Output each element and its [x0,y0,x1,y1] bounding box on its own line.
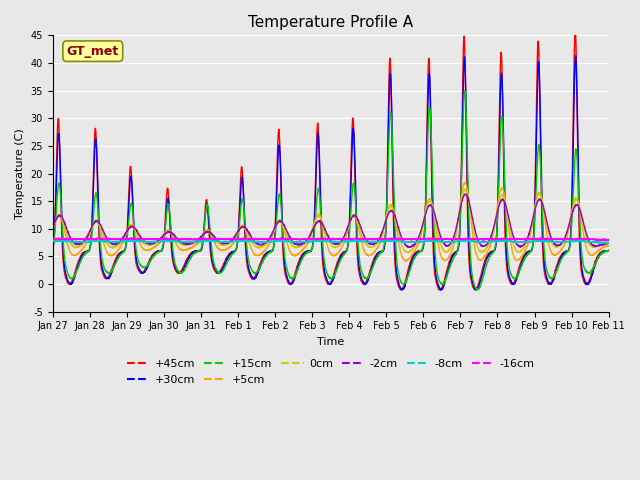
+15cm [534,145,542,151]
-8cm [600,240,607,246]
+30cm [572,53,579,59]
0cm [534,192,542,198]
0cm [605,240,612,246]
+5cm [605,243,612,249]
Line: -16cm: -16cm [52,238,609,240]
-16cm [145,237,153,242]
+5cm [594,248,602,254]
+5cm [461,180,469,185]
+15cm [49,245,56,251]
+30cm [534,65,542,71]
-2cm [594,242,602,248]
+45cm [534,38,542,44]
+15cm [262,254,270,260]
Line: +45cm: +45cm [52,30,609,290]
0cm [49,227,56,232]
+45cm [262,250,270,256]
+5cm [286,249,294,254]
+30cm [113,258,120,264]
+5cm [49,228,56,234]
0cm [461,187,469,192]
+45cm [397,287,405,293]
Line: +30cm: +30cm [52,56,609,290]
+15cm [286,274,294,280]
-16cm [262,236,270,242]
+45cm [605,248,612,254]
-2cm [49,225,56,230]
-8cm [262,239,270,245]
-8cm [145,240,153,245]
+45cm [49,245,56,251]
-2cm [262,240,270,245]
-16cm [605,238,612,243]
-2cm [605,240,612,246]
Line: 0cm: 0cm [52,190,609,252]
+30cm [436,287,444,293]
Y-axis label: Temperature (C): Temperature (C) [15,128,25,219]
+15cm [145,260,153,265]
+15cm [605,248,612,254]
-8cm [91,237,99,243]
+5cm [145,247,153,253]
-16cm [113,236,120,242]
+30cm [286,280,294,286]
Title: Temperature Profile A: Temperature Profile A [248,15,413,30]
+45cm [594,252,602,258]
+30cm [605,248,612,253]
+5cm [113,249,120,255]
0cm [594,243,602,249]
Line: -2cm: -2cm [52,194,609,247]
-2cm [145,240,153,246]
+30cm [594,255,602,261]
+5cm [403,258,410,264]
-16cm [49,236,56,242]
-2cm [113,241,120,247]
+15cm [113,260,120,265]
0cm [286,240,294,245]
-8cm [534,239,542,244]
+15cm [461,88,468,94]
Line: +15cm: +15cm [52,91,609,289]
0cm [145,242,153,248]
-16cm [286,236,294,242]
+45cm [113,255,120,261]
-2cm [406,244,414,250]
-2cm [462,192,470,197]
+45cm [572,27,579,33]
-8cm [49,239,56,244]
-8cm [594,240,602,245]
+5cm [534,191,542,196]
Line: -8cm: -8cm [52,240,609,243]
+45cm [145,258,153,264]
-2cm [286,236,294,241]
Text: GT_met: GT_met [67,45,119,58]
+30cm [262,252,270,257]
-8cm [113,240,120,245]
-8cm [605,240,612,246]
+5cm [262,246,270,252]
-16cm [128,235,136,240]
+30cm [49,245,56,251]
Line: +5cm: +5cm [52,182,609,261]
0cm [262,242,270,248]
+45cm [286,281,294,287]
0cm [113,243,120,249]
X-axis label: Time: Time [317,337,344,347]
-16cm [534,236,542,241]
-2cm [534,198,542,204]
-16cm [594,237,602,243]
Legend: +45cm, +30cm, +15cm, +5cm, 0cm, -2cm, -8cm, -16cm: +45cm, +30cm, +15cm, +5cm, 0cm, -2cm, -8… [123,355,539,389]
-8cm [286,238,294,244]
+15cm [474,287,482,292]
0cm [403,250,410,255]
+30cm [145,261,153,266]
+15cm [594,255,602,261]
